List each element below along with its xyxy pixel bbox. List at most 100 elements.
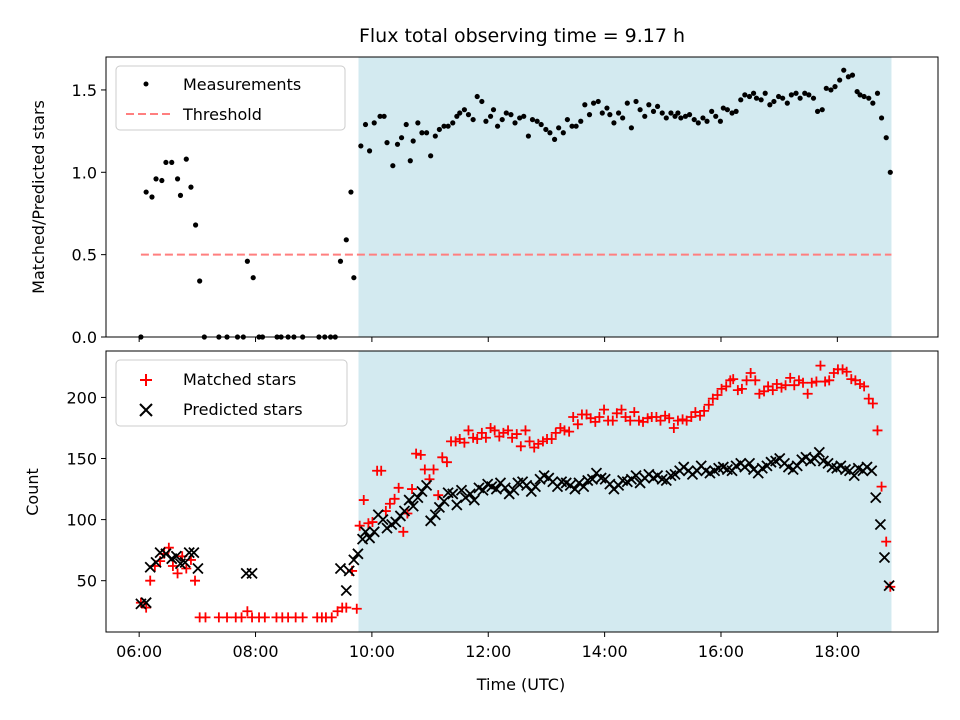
matched-star-point — [815, 360, 826, 371]
measurement-point — [857, 92, 863, 98]
measurement-point — [521, 113, 527, 119]
measurement-point — [474, 93, 480, 100]
matched-star-point — [789, 380, 800, 391]
measurement-point — [654, 103, 661, 110]
matched-star-point — [750, 375, 761, 386]
predicted-star-point — [183, 546, 195, 559]
measurement-point — [615, 110, 622, 116]
measurement-point — [240, 334, 246, 340]
measurement-point — [675, 110, 681, 116]
measurement-point — [534, 118, 540, 124]
matched-star-point — [572, 419, 583, 430]
measurement-point — [784, 100, 790, 106]
predicted-star-point — [499, 482, 511, 494]
matched-star-point — [802, 388, 813, 399]
y-tick-label: 0.0 — [72, 328, 97, 347]
y-tick-label: 50 — [77, 572, 97, 591]
measurement-point — [316, 334, 322, 340]
y-tick-label: 1.5 — [72, 81, 97, 100]
measurement-point — [337, 258, 344, 264]
measurement-point — [508, 112, 514, 118]
matched-star-point — [736, 383, 747, 394]
predicted-star-point — [569, 483, 581, 495]
matched-star-point — [841, 366, 852, 377]
top-legend: Measurements Threshold — [115, 65, 346, 131]
predicted-star-point — [420, 479, 433, 492]
measurement-point — [543, 126, 549, 133]
matched-star-point — [441, 457, 452, 468]
matched-star-point — [389, 493, 400, 504]
matched-star-point — [672, 415, 683, 426]
measurement-point — [887, 169, 893, 175]
predicted-star-point — [179, 556, 191, 568]
measurement-point — [695, 120, 701, 126]
count-panel: 50 100 150 200 06:00 08:00 10:00 12:00 14:00 16:… — [23, 350, 939, 694]
measurement-point — [274, 334, 280, 340]
matched-star-point — [145, 575, 156, 586]
predicted-star-point — [192, 562, 204, 575]
predicted-star-point — [813, 446, 825, 459]
measurement-point — [717, 118, 724, 124]
measurement-point — [573, 123, 579, 129]
measurement-point — [503, 110, 509, 116]
measurement-point — [377, 113, 383, 119]
matched-star-point — [190, 575, 201, 586]
matched-star-point — [859, 381, 870, 392]
measurement-point — [775, 93, 782, 100]
top-axes-frame — [105, 56, 939, 338]
measurement-point — [174, 176, 181, 182]
measurement-point — [780, 95, 786, 101]
matched-star-point — [655, 415, 666, 426]
matched-star-point — [728, 374, 739, 385]
predicted-star-point — [809, 452, 821, 465]
legend-measurements-label: Measurements — [183, 75, 301, 94]
bottom-legend: Matched stars Predicted stars — [115, 359, 348, 427]
measurement-point — [668, 110, 674, 116]
matched-star-point — [515, 441, 526, 452]
measurement-point — [720, 105, 726, 111]
matched-star-point — [367, 517, 378, 528]
matched-star-point — [867, 398, 878, 409]
measurement-point — [724, 107, 730, 113]
matched-star-point — [881, 536, 892, 547]
x-tick-label: 10:00 — [349, 642, 395, 661]
matched-star-point — [200, 612, 211, 623]
measurement-point — [797, 95, 803, 101]
measurement-point — [450, 120, 456, 126]
measurement-point — [538, 121, 544, 128]
predicted-star-point — [656, 473, 668, 485]
measurement-point — [465, 112, 472, 118]
bottom-x-ticks: 06:00 08:00 10:00 12:00 14:00 16:00 18:00 — [116, 632, 860, 661]
measurement-point — [177, 192, 184, 198]
x-tick-label: 16:00 — [698, 642, 744, 661]
measurement-point — [590, 100, 597, 106]
measurement-point — [327, 334, 334, 340]
predicted-star-point — [791, 460, 803, 472]
measurement-point — [691, 116, 697, 123]
measurement-point — [216, 334, 222, 340]
matched-star-point — [741, 375, 752, 386]
measurement-point — [595, 98, 601, 105]
measurement-point — [384, 140, 390, 146]
matched-star-point — [806, 377, 817, 388]
matched-star-point — [480, 432, 491, 443]
measurement-point — [153, 176, 159, 182]
measurement-point — [586, 112, 593, 118]
matched-star-point — [472, 433, 483, 444]
measurement-point — [291, 334, 297, 340]
matched-star-point — [664, 413, 675, 424]
matched-star-point — [876, 481, 887, 492]
predicted-star-point — [425, 515, 437, 527]
predicted-star-point — [343, 565, 355, 577]
measurement-point — [479, 98, 485, 105]
matched-star-point — [341, 602, 352, 613]
matched-star-point — [459, 437, 470, 448]
measurement-point — [788, 92, 794, 98]
matched-star-point — [181, 563, 192, 574]
measurement-point — [604, 105, 610, 111]
measurement-point — [569, 123, 575, 129]
measurement-point — [371, 120, 377, 126]
matched-star-point — [384, 498, 395, 509]
matched-star-point — [376, 465, 387, 476]
measurement-point — [663, 115, 669, 121]
